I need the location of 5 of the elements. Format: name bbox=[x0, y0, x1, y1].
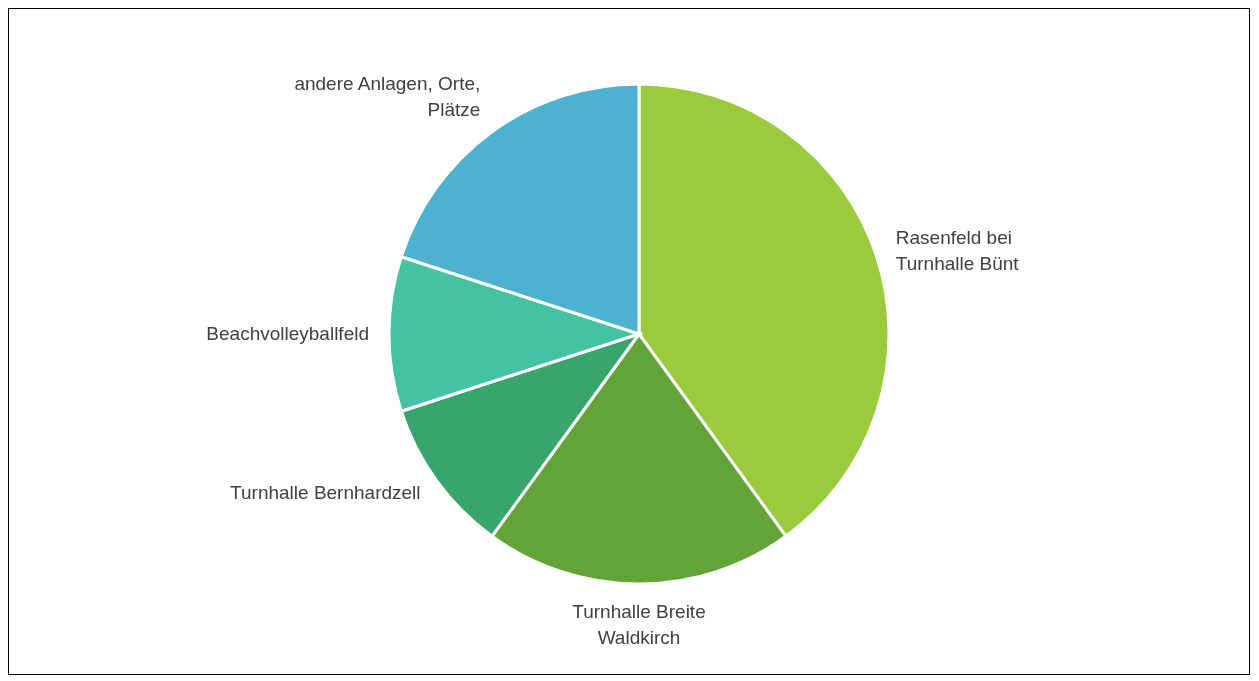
slice-label: Turnhalle Breite Waldkirch bbox=[572, 601, 706, 648]
slice-label: Turnhalle Bernhardzell bbox=[230, 481, 421, 503]
slice-label: andere Anlagen, Orte, Plätze bbox=[294, 72, 481, 120]
slice-label: Rasenfeld bei Turnhalle Bünt bbox=[895, 226, 1020, 274]
slice-label: Beachvolleyballfeld bbox=[206, 323, 369, 344]
